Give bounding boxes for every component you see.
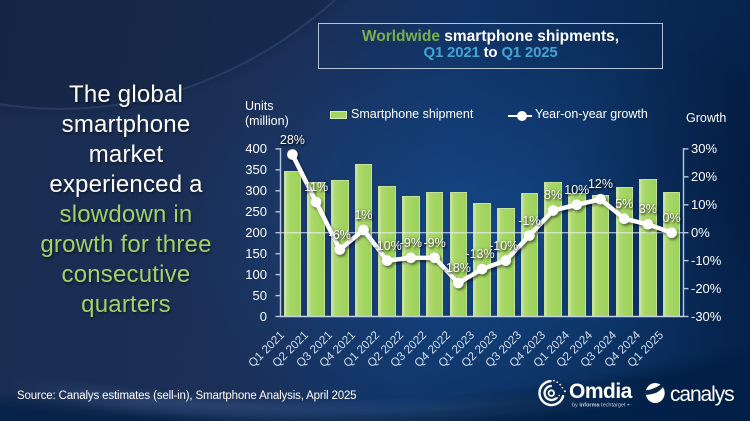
svg-text:by informa techtarget ⇠: by informa techtarget ⇠ — [572, 402, 632, 408]
svg-text:canalys: canalys — [670, 383, 734, 406]
svg-text:Omdia: Omdia — [569, 380, 633, 403]
